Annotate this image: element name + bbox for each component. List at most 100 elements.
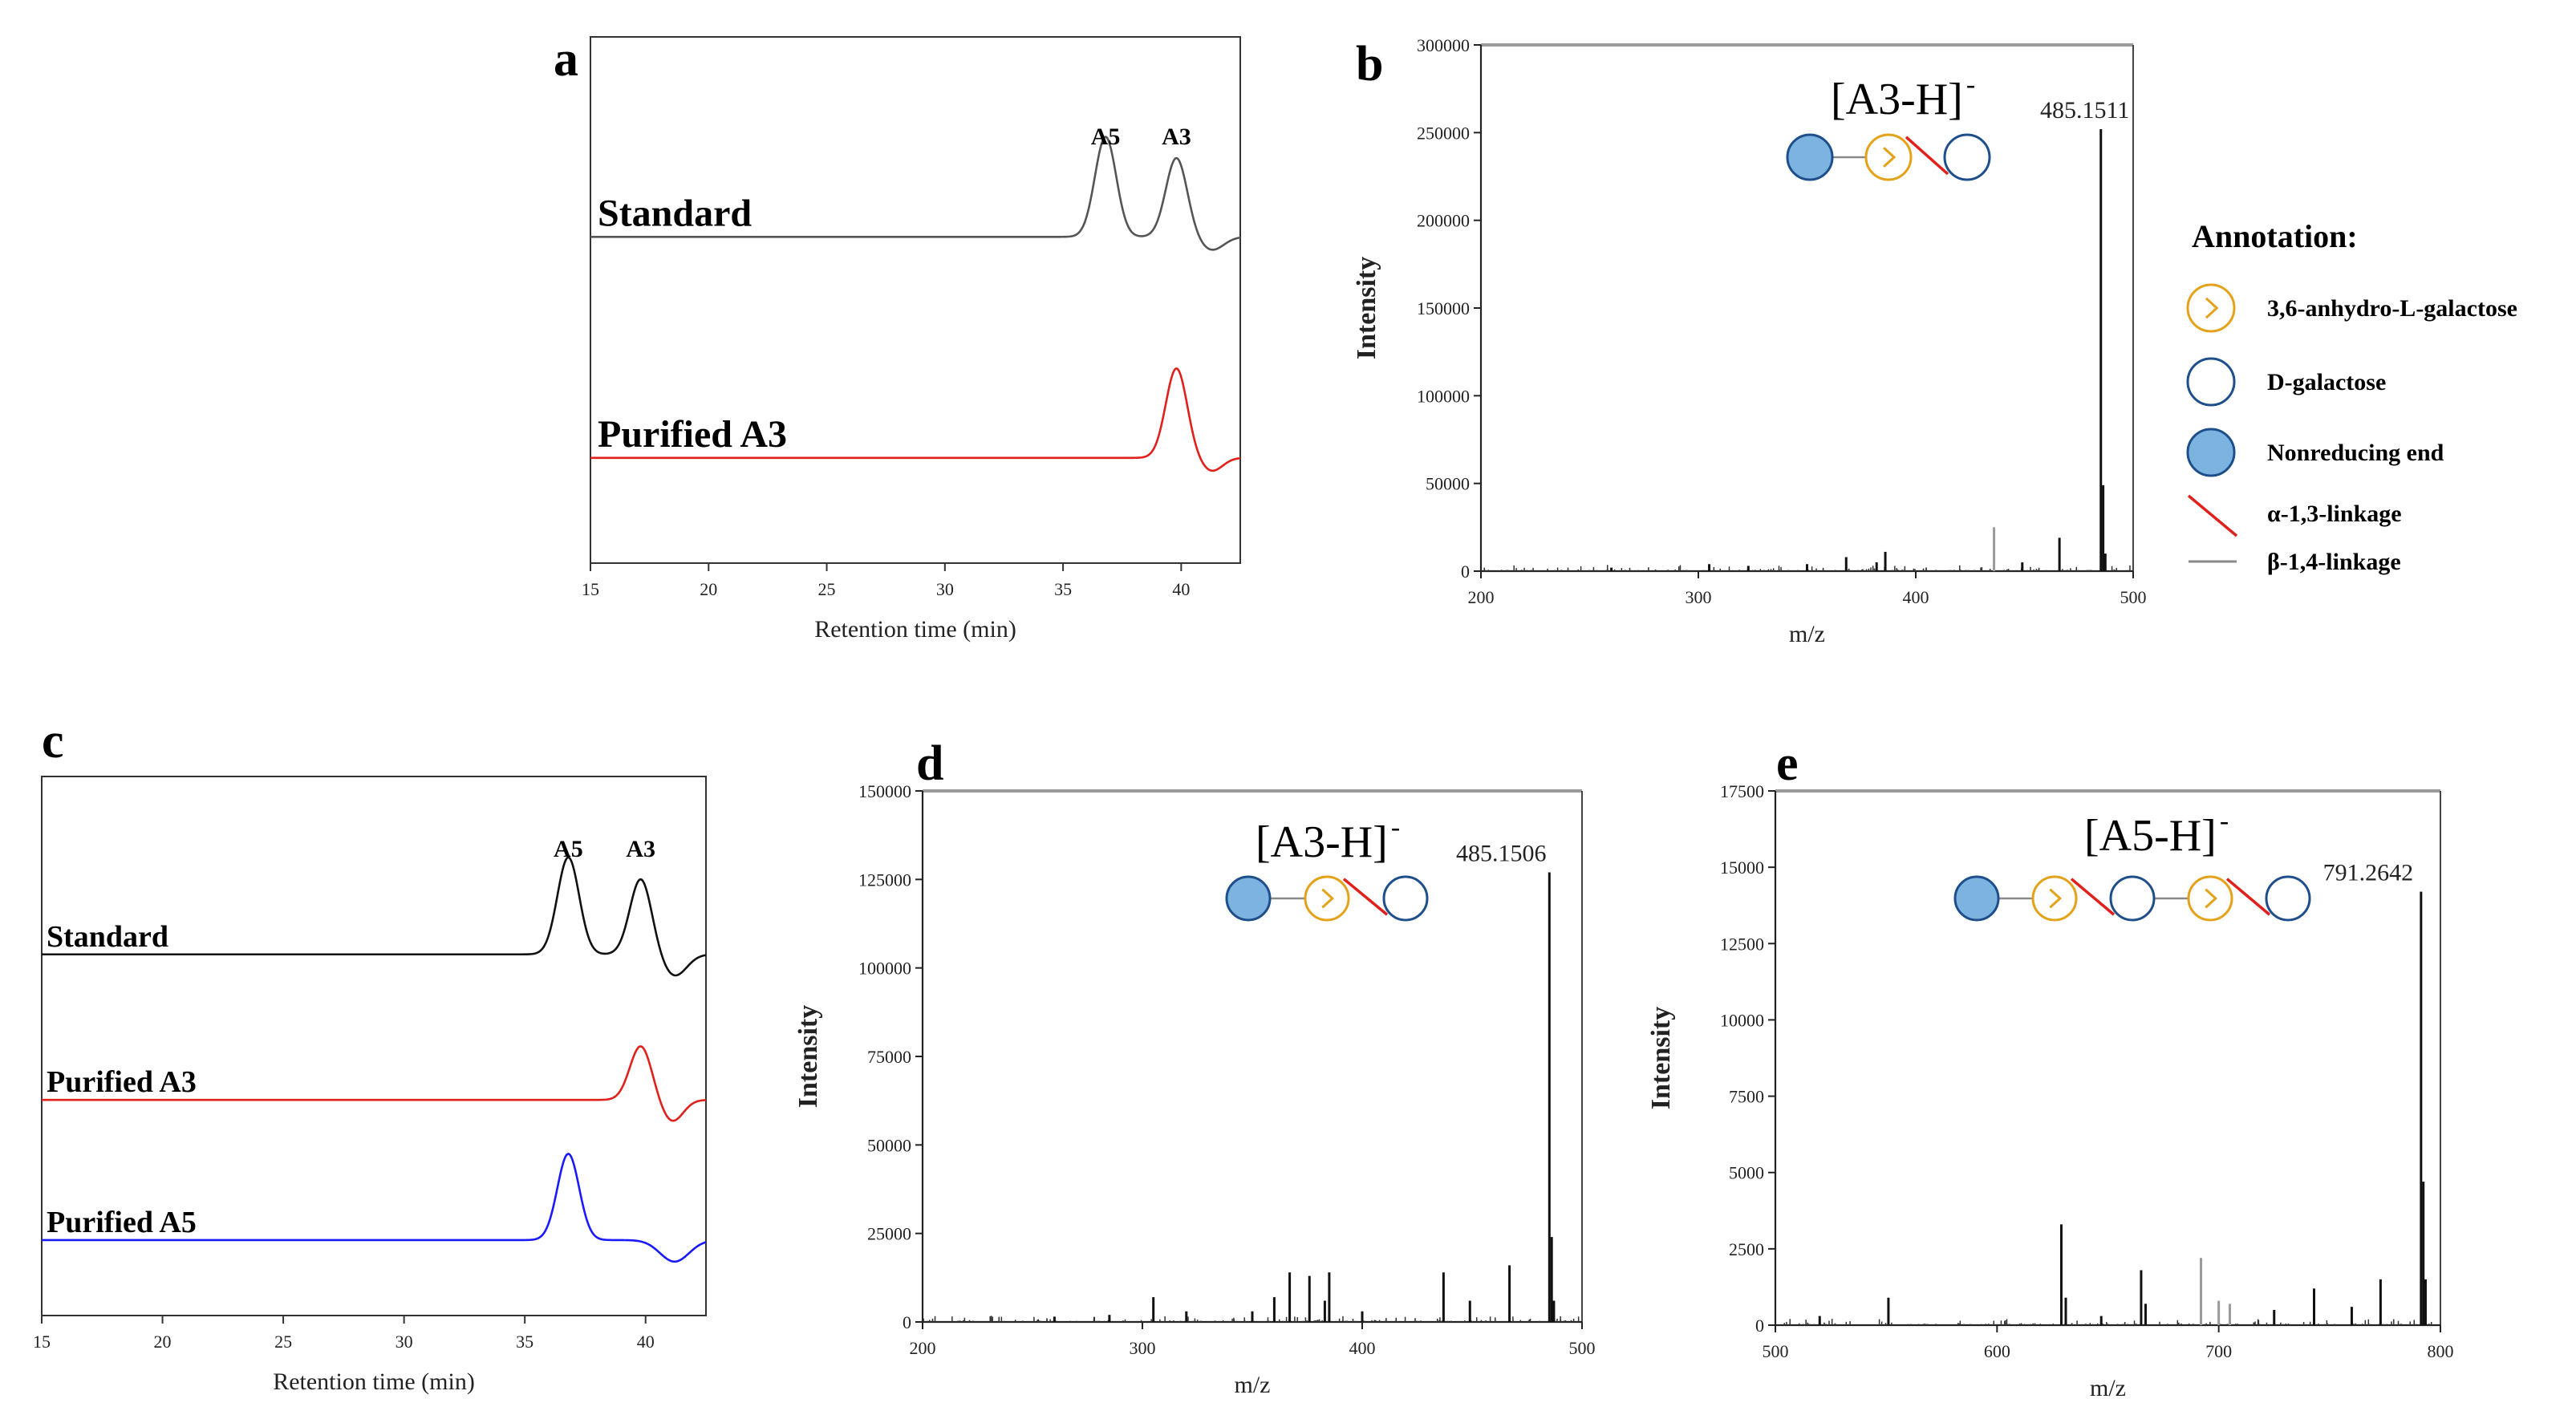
y-tick-label: 100000 bbox=[1417, 386, 1470, 406]
trace-label: Standard bbox=[598, 192, 752, 234]
anhydro-bracket bbox=[2049, 888, 2063, 909]
y-tick-label: 200000 bbox=[1417, 211, 1470, 231]
anhydro-galactose-icon bbox=[2187, 875, 2233, 922]
y-tick-label: 100000 bbox=[858, 959, 911, 979]
panel-letter: d bbox=[916, 736, 943, 791]
x-tick-label: 200 bbox=[1468, 587, 1495, 607]
y-tick-label: 12500 bbox=[1720, 934, 1764, 954]
x-axis-label: m/z bbox=[1235, 1372, 1271, 1398]
legend-label: α-1,3-linkage bbox=[2267, 501, 2402, 527]
panel-d: 0 25000 50000 75000 100000 125000 150000 200 300… bbox=[793, 736, 1596, 1398]
y-axis-label: Intensity bbox=[1352, 257, 1381, 359]
noise-group bbox=[1483, 565, 2131, 571]
annotation-legend: Annotation: 3,6-anhydro-L-galactose D-gala… bbox=[2186, 218, 2517, 575]
x-tick-label: 500 bbox=[1763, 1341, 1789, 1361]
nonreducing-end-icon bbox=[1953, 875, 2000, 922]
nonreducing-end-icon bbox=[1786, 133, 1834, 181]
x-tick-label: 25 bbox=[274, 1332, 292, 1352]
peak-label-a5: A5 bbox=[554, 836, 583, 862]
legend-label: Nonreducing end bbox=[2267, 440, 2444, 466]
legend-item: Nonreducing end bbox=[2186, 428, 2444, 477]
y-tick-label: 5000 bbox=[1729, 1163, 1764, 1183]
legend-title: Annotation: bbox=[2192, 218, 2358, 254]
x-tick-label: 20 bbox=[154, 1332, 172, 1352]
peak-label-a5: A5 bbox=[1091, 124, 1121, 150]
legend-item: 3,6-anhydro-L-galactose bbox=[2186, 283, 2517, 333]
x-tick-label: 35 bbox=[1054, 579, 1072, 599]
panel-c: 15 20 25 30 35 40 Retention time (min) Standard… bbox=[33, 714, 707, 1395]
alpha-linkage bbox=[2225, 878, 2271, 916]
x-axis-label: Retention time (min) bbox=[273, 1368, 475, 1395]
y-tick-label: 50000 bbox=[867, 1135, 911, 1155]
x-tick-label: 800 bbox=[2428, 1341, 2454, 1361]
nonreducing-end-icon bbox=[1225, 875, 1272, 922]
trace-standard bbox=[42, 856, 707, 977]
x-tick-label: 500 bbox=[1569, 1338, 1596, 1358]
peak-label-a3: A3 bbox=[1162, 124, 1191, 150]
trace-purified-a3 bbox=[42, 1045, 707, 1122]
main-peak-label: 485.1506 bbox=[1456, 841, 1547, 867]
trace-label: Purified A3 bbox=[598, 413, 787, 456]
legend-label: D-galactose bbox=[2267, 369, 2386, 395]
x-tick-label: 25 bbox=[818, 579, 836, 599]
ion-label: [A5-H] bbox=[2084, 811, 2217, 861]
x-tick-label: 30 bbox=[396, 1332, 413, 1352]
ion-charge: - bbox=[1966, 70, 1975, 99]
y-tick-label: 300000 bbox=[1417, 35, 1470, 55]
alpha-linkage bbox=[1342, 878, 1389, 916]
y-tick-label: 7500 bbox=[1729, 1087, 1764, 1107]
y-tick-label: 0 bbox=[1461, 562, 1470, 582]
y-tick-label: 150000 bbox=[1417, 298, 1470, 318]
panel-a: 15 20 25 30 35 40 Retention time (min) Standard… bbox=[554, 32, 1241, 643]
noise-group bbox=[923, 1316, 1580, 1322]
anhydro-bracket bbox=[1883, 147, 1897, 168]
panel-letter: b bbox=[1356, 37, 1383, 91]
plot-frame bbox=[41, 776, 707, 1316]
legend-label: β-1,4-linkage bbox=[2267, 549, 2401, 575]
y-tick-label: 10000 bbox=[1720, 1010, 1764, 1030]
x-tick-label: 700 bbox=[2205, 1341, 2232, 1361]
ion-label: [A3-H] bbox=[1256, 817, 1388, 867]
x-tick-label: 30 bbox=[936, 579, 954, 599]
galactose-icon bbox=[2186, 357, 2236, 407]
y-tick-label: 0 bbox=[903, 1312, 911, 1332]
x-tick-label: 300 bbox=[1130, 1338, 1156, 1358]
alpha-linkage bbox=[1905, 136, 1949, 176]
y-tick-label: 17500 bbox=[1720, 781, 1764, 801]
galactose-icon bbox=[1382, 875, 1429, 922]
panel-letter: e bbox=[1776, 736, 1799, 791]
galactose-icon bbox=[1943, 133, 1991, 181]
noise-group bbox=[1783, 1319, 2432, 1325]
ion-charge: - bbox=[1391, 813, 1400, 842]
peak-label-a3: A3 bbox=[626, 836, 655, 862]
anhydro-galactose-icon bbox=[2031, 875, 2078, 922]
alpha-linkage-icon bbox=[2187, 494, 2238, 537]
y-tick-label: 250000 bbox=[1417, 123, 1470, 143]
x-axis-label: m/z bbox=[1789, 621, 1825, 647]
y-tick-label: 25000 bbox=[867, 1224, 911, 1244]
y-tick-label: 50000 bbox=[1426, 474, 1470, 494]
legend-item: α-1,3-linkage bbox=[2187, 494, 2402, 537]
trace-label: Purified A5 bbox=[47, 1206, 197, 1239]
x-tick-label: 40 bbox=[637, 1332, 655, 1352]
galactose-icon bbox=[2109, 875, 2156, 922]
x-axis-label: Retention time (min) bbox=[814, 616, 1016, 643]
y-tick-label: 125000 bbox=[858, 870, 911, 890]
galactose-icon bbox=[2265, 875, 2311, 922]
anhydro-bracket bbox=[2205, 297, 2219, 319]
ion-label: [A3-H] bbox=[1831, 75, 1963, 124]
y-axis-label: Intensity bbox=[793, 1005, 823, 1108]
x-axis-label: m/z bbox=[2090, 1375, 2126, 1401]
anhydro-galactose-icon bbox=[2186, 283, 2236, 333]
legend-item: D-galactose bbox=[2186, 357, 2386, 407]
x-tick-label: 35 bbox=[516, 1332, 533, 1352]
anhydro-galactose-icon bbox=[1864, 133, 1913, 181]
panel-e: 0 2500 5000 7500 10000 12500 15000 17500 500 600 7… bbox=[1646, 736, 2454, 1401]
alpha-linkage bbox=[2070, 878, 2116, 916]
y-tick-label: 150000 bbox=[858, 781, 911, 801]
trace-label: Standard bbox=[47, 920, 168, 954]
trace-standard bbox=[590, 136, 1241, 251]
x-tick-label: 400 bbox=[1903, 587, 1929, 607]
x-tick-label: 200 bbox=[910, 1338, 936, 1358]
legend-item: β-1,4-linkage bbox=[2189, 549, 2401, 575]
